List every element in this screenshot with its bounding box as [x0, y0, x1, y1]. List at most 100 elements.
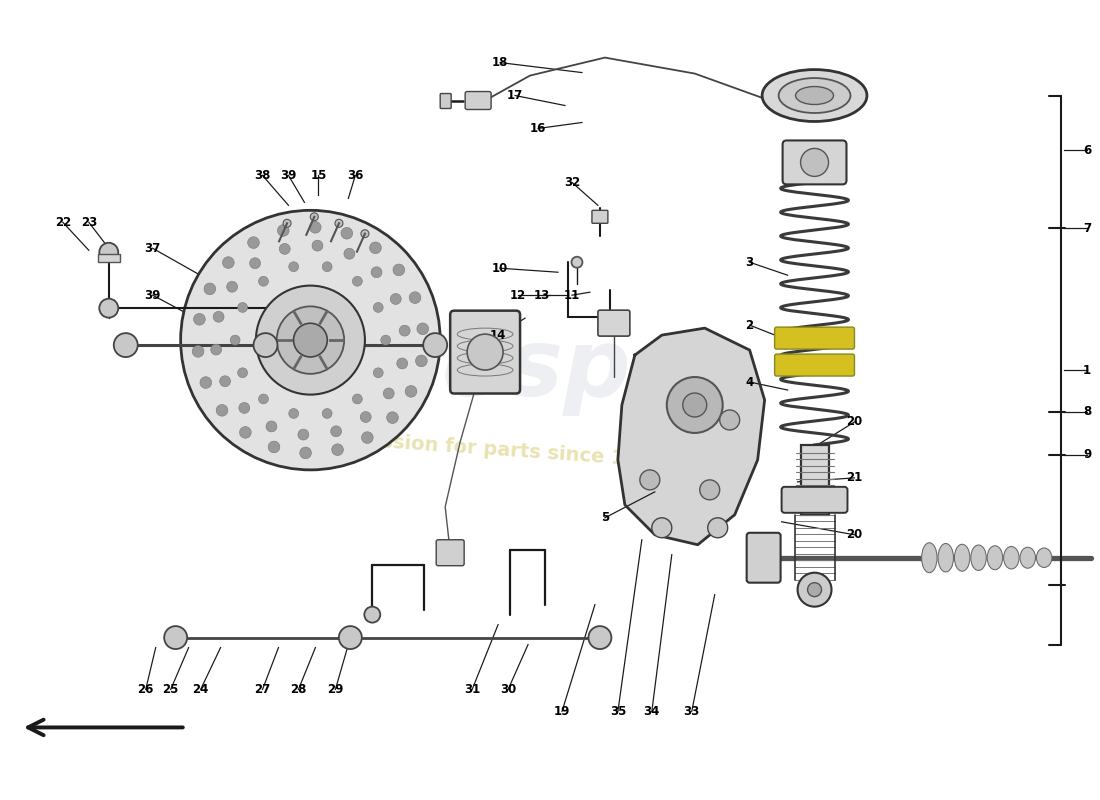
Circle shape: [256, 286, 365, 394]
Ellipse shape: [762, 70, 867, 122]
Circle shape: [217, 405, 228, 416]
Text: 9: 9: [1082, 449, 1091, 462]
Text: 21: 21: [846, 471, 862, 484]
Text: 15: 15: [310, 169, 327, 182]
Circle shape: [310, 213, 318, 221]
Circle shape: [299, 447, 311, 458]
FancyBboxPatch shape: [747, 533, 781, 582]
Circle shape: [239, 402, 250, 414]
Circle shape: [298, 429, 309, 440]
FancyBboxPatch shape: [774, 327, 855, 349]
FancyBboxPatch shape: [801, 445, 828, 515]
Text: 36: 36: [348, 169, 363, 182]
Ellipse shape: [1003, 546, 1019, 569]
Ellipse shape: [1036, 548, 1052, 567]
Circle shape: [344, 248, 355, 259]
FancyBboxPatch shape: [437, 540, 464, 566]
Circle shape: [405, 386, 417, 397]
Text: 29: 29: [327, 683, 343, 696]
Circle shape: [371, 267, 382, 278]
Text: 11: 11: [564, 289, 580, 302]
Circle shape: [322, 262, 332, 272]
Circle shape: [362, 432, 373, 443]
Circle shape: [331, 426, 341, 437]
Circle shape: [373, 368, 383, 378]
Circle shape: [222, 257, 234, 269]
Circle shape: [279, 243, 290, 254]
Circle shape: [390, 294, 402, 305]
Circle shape: [283, 219, 292, 227]
Circle shape: [801, 149, 828, 176]
Text: 28: 28: [290, 683, 307, 696]
Circle shape: [807, 582, 822, 597]
FancyBboxPatch shape: [450, 310, 520, 394]
Circle shape: [387, 412, 398, 423]
Circle shape: [258, 276, 268, 286]
FancyBboxPatch shape: [598, 310, 630, 336]
Circle shape: [113, 333, 138, 357]
Circle shape: [250, 258, 261, 269]
Circle shape: [238, 302, 248, 312]
Circle shape: [204, 283, 216, 294]
Circle shape: [397, 358, 408, 369]
Text: 7: 7: [1084, 222, 1091, 234]
Text: 38: 38: [254, 169, 271, 182]
Circle shape: [294, 323, 328, 357]
Circle shape: [399, 325, 410, 336]
Text: 17: 17: [507, 89, 524, 102]
Text: 30: 30: [499, 683, 516, 696]
Circle shape: [248, 237, 260, 249]
Ellipse shape: [922, 542, 937, 573]
Circle shape: [309, 222, 321, 233]
Text: 3: 3: [746, 256, 754, 269]
Text: 39: 39: [144, 289, 161, 302]
Circle shape: [211, 344, 221, 355]
Text: 23: 23: [80, 216, 97, 229]
Text: 32: 32: [564, 176, 580, 189]
Circle shape: [572, 257, 582, 268]
Text: 35: 35: [609, 705, 626, 718]
Text: 37: 37: [144, 242, 161, 254]
Text: 31: 31: [464, 683, 481, 696]
Circle shape: [640, 470, 660, 490]
Text: 19: 19: [553, 705, 570, 718]
Circle shape: [370, 242, 382, 254]
Circle shape: [707, 518, 728, 538]
Circle shape: [468, 334, 503, 370]
Text: 27: 27: [254, 683, 271, 696]
Circle shape: [164, 626, 187, 649]
Circle shape: [798, 573, 832, 606]
Circle shape: [194, 314, 206, 325]
Text: 10: 10: [492, 262, 508, 274]
Text: 4: 4: [746, 375, 754, 389]
Text: 1: 1: [1084, 363, 1091, 377]
Circle shape: [288, 262, 298, 272]
Circle shape: [192, 346, 204, 358]
Circle shape: [416, 355, 427, 366]
Ellipse shape: [971, 545, 987, 570]
Text: 18: 18: [492, 56, 508, 69]
Circle shape: [352, 276, 362, 286]
Circle shape: [253, 333, 277, 357]
Circle shape: [266, 421, 277, 432]
Ellipse shape: [938, 543, 954, 572]
Polygon shape: [618, 328, 764, 545]
Circle shape: [213, 311, 224, 322]
Circle shape: [373, 302, 383, 312]
Ellipse shape: [1020, 547, 1035, 568]
Circle shape: [230, 335, 240, 345]
Ellipse shape: [779, 78, 850, 113]
Text: 26: 26: [138, 683, 154, 696]
Circle shape: [336, 219, 343, 227]
Circle shape: [652, 518, 672, 538]
Text: 2: 2: [746, 318, 754, 332]
Text: 5: 5: [601, 511, 609, 524]
Circle shape: [361, 411, 371, 422]
Circle shape: [393, 264, 405, 276]
Text: eurospe: eurospe: [265, 324, 695, 416]
Circle shape: [719, 410, 739, 430]
Text: 24: 24: [192, 683, 209, 696]
Circle shape: [99, 298, 119, 318]
Text: 8: 8: [1082, 406, 1091, 418]
Circle shape: [417, 323, 429, 334]
